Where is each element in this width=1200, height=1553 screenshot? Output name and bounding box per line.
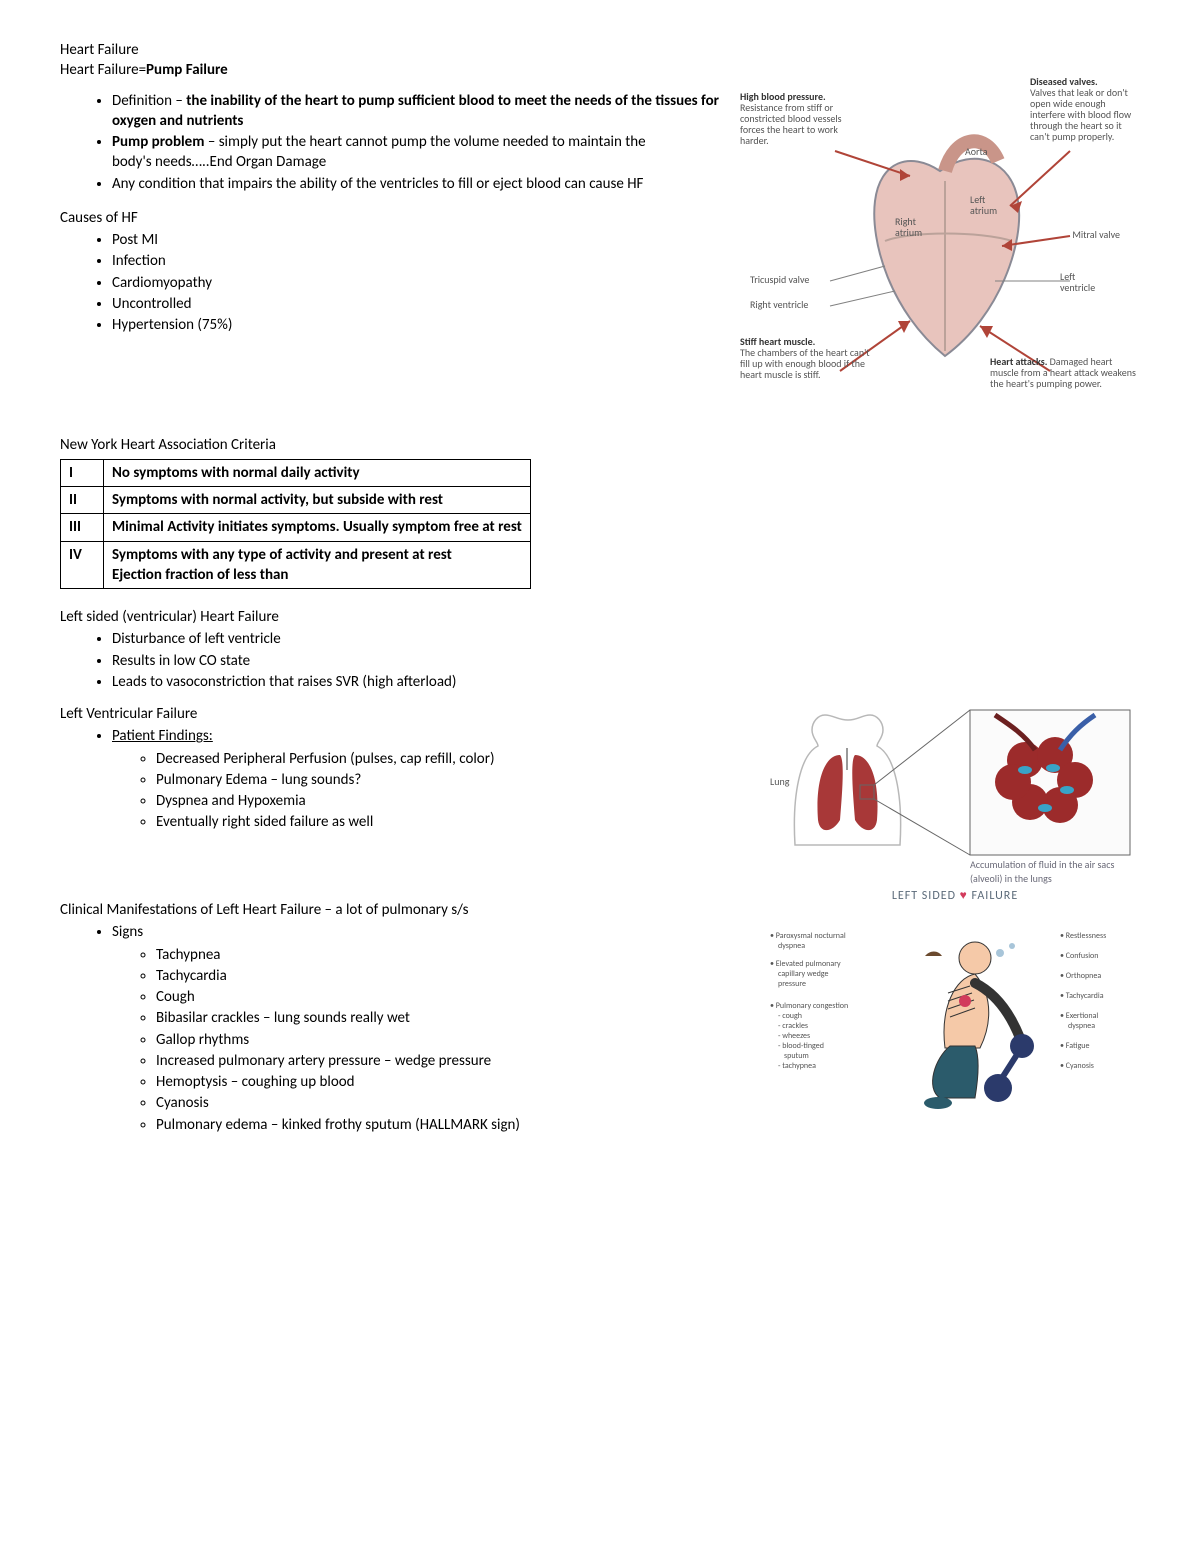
list-item: Leads to vasoconstriction that raises SV… bbox=[112, 672, 1140, 692]
svg-text:pressure: pressure bbox=[778, 979, 806, 989]
lshf-list: Disturbance of left ventricle Results in… bbox=[60, 629, 1140, 692]
nyha-heading: New York Heart Association Criteria bbox=[60, 435, 1140, 455]
svg-text:• Tachycardia: • Tachycardia bbox=[1060, 991, 1104, 1001]
svg-text:• Cyanosis: • Cyanosis bbox=[1060, 1061, 1094, 1071]
list-item: Disturbance of left ventricle bbox=[112, 629, 1140, 649]
heart-diagram: High blood pressure. Resistance from sti… bbox=[740, 91, 1140, 421]
svg-text:• Orthopnea: • Orthopnea bbox=[1060, 971, 1101, 981]
table-row: I No symptoms with normal daily activity bbox=[61, 459, 531, 486]
svg-text:- crackles: - crackles bbox=[778, 1021, 808, 1031]
svg-text:• Fatigue: • Fatigue bbox=[1060, 1041, 1089, 1051]
svg-text:dyspnea: dyspnea bbox=[778, 941, 805, 951]
title-line-2: Heart Failure=Pump Failure bbox=[60, 60, 1140, 80]
title-block: Heart Failure Heart Failure=Pump Failure bbox=[60, 40, 1140, 81]
list-item: Results in low CO state bbox=[112, 651, 1140, 671]
svg-text:dyspnea: dyspnea bbox=[1068, 1021, 1095, 1031]
title-line-1: Heart Failure bbox=[60, 40, 1140, 60]
lsf-svg: • Paroxysmal nocturnal dyspnea • Elevate… bbox=[770, 908, 1140, 1118]
left-sided-failure-diagram: LEFT SIDED ♥ FAILURE bbox=[770, 888, 1140, 1128]
svg-text:capillary wedge: capillary wedge bbox=[778, 969, 828, 979]
svg-text:• Restlessness: • Restlessness bbox=[1060, 931, 1106, 941]
svg-text:• Paroxysmal nocturnal: • Paroxysmal nocturnal bbox=[770, 931, 846, 941]
svg-text:- tachypnea: - tachypnea bbox=[778, 1061, 816, 1071]
lshf-heading: Left sided (ventricular) Heart Failure bbox=[60, 607, 1140, 627]
list-item: Pump problem – simply put the heart cann… bbox=[112, 132, 672, 173]
lung-svg bbox=[770, 700, 1140, 860]
nyha-table: I No symptoms with normal daily activity… bbox=[60, 459, 531, 589]
svg-text:- blood-tinged: - blood-tinged bbox=[778, 1041, 824, 1051]
table-row: III Minimal Activity initiates symptoms.… bbox=[61, 514, 531, 541]
svg-text:- cough: - cough bbox=[778, 1011, 802, 1021]
svg-text:• Exertional: • Exertional bbox=[1060, 1011, 1098, 1021]
svg-text:• Elevated pulmonary: • Elevated pulmonary bbox=[770, 959, 841, 969]
svg-text:- wheezes: - wheezes bbox=[778, 1031, 810, 1041]
table-row: II Symptoms with normal activity, but su… bbox=[61, 487, 531, 514]
table-row: IV Symptoms with any type of activity an… bbox=[61, 541, 531, 589]
svg-text:• Confusion: • Confusion bbox=[1060, 951, 1098, 961]
list-item: Any condition that impairs the ability o… bbox=[112, 174, 672, 194]
svg-text:• Pulmonary congestion: • Pulmonary congestion bbox=[770, 1001, 848, 1011]
lung-diagram: Lung Accumulation of fluid in the air sa… bbox=[770, 700, 1140, 880]
svg-text:sputum: sputum bbox=[784, 1051, 809, 1061]
